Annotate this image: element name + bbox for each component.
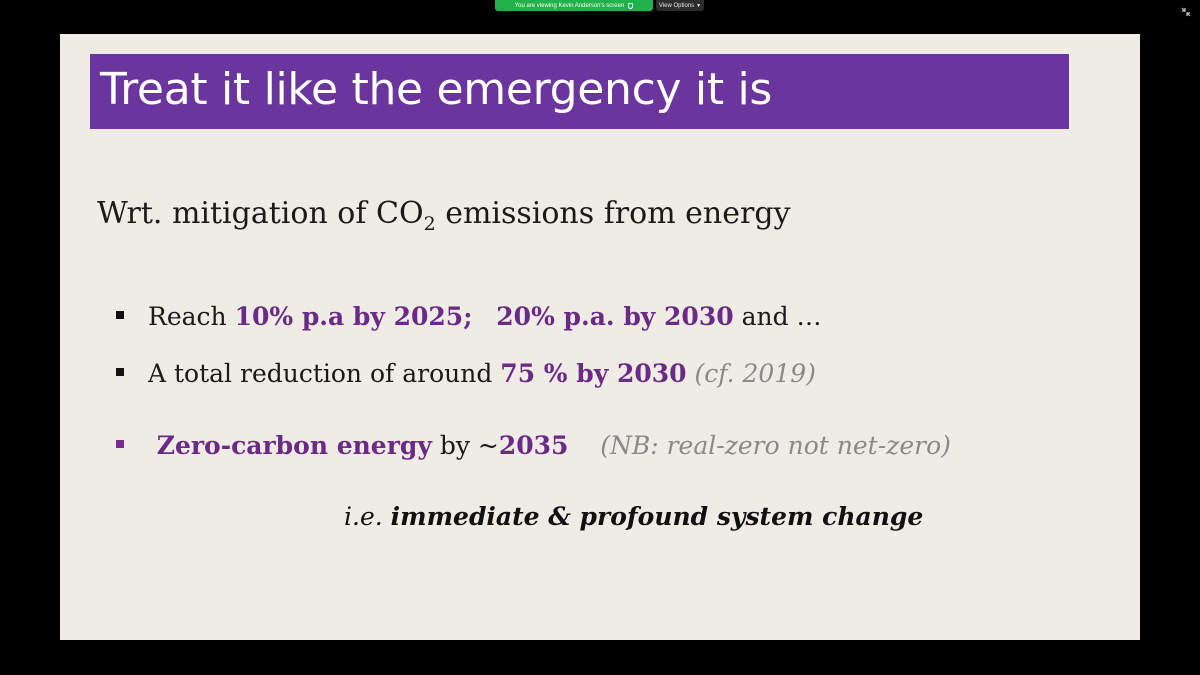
bullet-square-icon bbox=[116, 311, 124, 319]
slide-subheading: Wrt. mitigation of CO2 emissions from en… bbox=[97, 194, 791, 234]
bullet-text: Zero-carbon energy by ~2035 (NB: real-ze… bbox=[148, 429, 951, 463]
bullet-phrase bbox=[687, 359, 695, 388]
title-band: Treat it like the emergency it is bbox=[90, 54, 1069, 129]
bullet-phrase: Reach bbox=[148, 302, 235, 331]
bullet-item: A total reduction of around 75 % by 2030… bbox=[116, 357, 816, 391]
view-options-button[interactable]: View Options ▼ bbox=[656, 0, 704, 11]
bullet-phrase: A total reduction of around bbox=[148, 359, 501, 388]
bullet-phrase: and … bbox=[733, 302, 822, 331]
subhead-prefix: Wrt. mitigation of CO bbox=[97, 196, 424, 231]
screen-share-banner: You are viewing Kevin Anderson's screen … bbox=[495, 0, 704, 11]
subhead-suffix: emissions from energy bbox=[435, 196, 791, 231]
bullet-square-icon bbox=[116, 368, 124, 376]
slide-title: Treat it like the emergency it is bbox=[100, 64, 773, 115]
bullet-phrase bbox=[472, 302, 496, 331]
bullet-item: Reach 10% p.a by 2025; 20% p.a. by 2030 … bbox=[116, 300, 822, 334]
bullet-item: Zero-carbon energy by ~2035 (NB: real-ze… bbox=[116, 429, 951, 463]
subhead-subscript: 2 bbox=[423, 213, 436, 235]
share-notice: You are viewing Kevin Anderson's screen bbox=[495, 0, 653, 11]
bullet-highlight: 10% p.a by 2025; bbox=[234, 302, 473, 331]
bullet-note: (cf. 2019) bbox=[694, 359, 816, 388]
shield-icon bbox=[628, 2, 634, 9]
bullet-note: (NB: real-zero not net-zero) bbox=[600, 431, 951, 460]
bullet-phrase: by ~ bbox=[431, 431, 499, 460]
bullet-text: A total reduction of around 75 % by 2030… bbox=[148, 357, 816, 391]
view-options-label: View Options bbox=[658, 2, 695, 9]
slide-conclusion: i.e. immediate & profound system change bbox=[344, 500, 923, 534]
bullet-square-icon bbox=[116, 440, 124, 448]
shared-slide: Treat it like the emergency it is Wrt. m… bbox=[60, 34, 1140, 640]
exit-fullscreen-icon[interactable] bbox=[1180, 6, 1192, 18]
bullet-highlight: 2035 bbox=[498, 431, 569, 460]
chevron-down-icon: ▼ bbox=[696, 2, 702, 9]
bullet-text: Reach 10% p.a by 2025; 20% p.a. by 2030 … bbox=[148, 300, 822, 334]
bullet-highlight: 75 % by 2030 bbox=[500, 359, 687, 388]
conclusion-emphasis: immediate & profound system change bbox=[390, 502, 924, 531]
conclusion-prefix: i.e. bbox=[344, 502, 391, 531]
bullet-highlight: Zero-carbon energy bbox=[148, 431, 432, 460]
share-notice-text: You are viewing Kevin Anderson's screen bbox=[514, 2, 625, 9]
bullet-phrase bbox=[568, 431, 600, 460]
bullet-highlight: 20% p.a. by 2030 bbox=[496, 302, 734, 331]
